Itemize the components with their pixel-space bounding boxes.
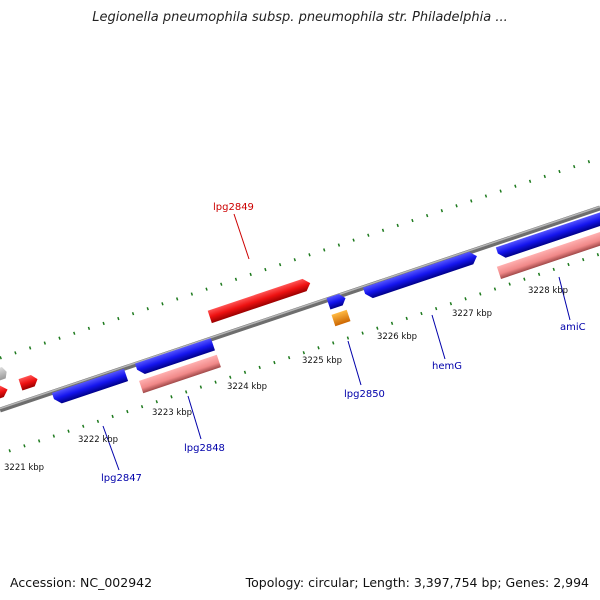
scale-label-3228: 3228 kbp	[528, 286, 568, 296]
gene-label-lpg2850[interactable]: lpg2850	[344, 389, 385, 400]
forward-tick-track	[0, 156, 600, 360]
callout-lpg2849	[233, 213, 250, 260]
gene-lpg2849-arrow[interactable]	[207, 277, 313, 324]
scale-label-3224: 3224 kbp	[227, 382, 267, 392]
callout-lpg2848	[187, 395, 202, 440]
gene-lpg2850-arrow[interactable]	[326, 292, 348, 310]
scale-label-3227: 3227 kbp	[452, 309, 492, 319]
gene-pseudo-lpg2848[interactable]	[139, 354, 221, 394]
callout-lpg2850	[347, 340, 362, 386]
gene-small-red[interactable]	[18, 373, 40, 391]
scale-label-3225: 3225 kbp	[302, 356, 342, 366]
gene-rna-orange[interactable]	[331, 309, 351, 327]
callout-amiC	[558, 276, 571, 321]
scale-label-3226: 3226 kbp	[377, 332, 417, 342]
scale-label-3222: 3222 kbp	[78, 435, 118, 445]
gene-partial-left-grey[interactable]	[0, 366, 9, 383]
accession-label: Accession: NC_002942	[10, 575, 153, 590]
gene-partial-left-1[interactable]	[0, 384, 9, 402]
gene-label-lpg2847[interactable]: lpg2847	[101, 473, 142, 484]
callout-lpg2847	[102, 425, 120, 471]
gene-lpg2847-arrow[interactable]	[51, 368, 129, 406]
gene-amiC-forward-arrow[interactable]	[495, 210, 600, 260]
genome-backbone-highlight	[0, 205, 600, 410]
gene-pseudo-amiC[interactable]	[496, 228, 600, 280]
callout-hemG	[431, 314, 446, 360]
genome-backbone	[0, 205, 600, 413]
gene-hemG-arrow[interactable]	[363, 250, 479, 300]
gene-label-hemG[interactable]: hemG	[432, 361, 462, 372]
gene-lpg2848-arrow[interactable]	[135, 338, 215, 376]
gene-label-amiC[interactable]: amiC	[560, 322, 586, 333]
scale-label-3221: 3221 kbp	[4, 463, 44, 473]
genome-summary: Topology: circular; Length: 3,397,754 bp…	[245, 575, 589, 590]
gene-label-lpg2849[interactable]: lpg2849	[213, 202, 254, 213]
gene-label-lpg2848[interactable]: lpg2848	[184, 443, 225, 454]
scale-label-3223: 3223 kbp	[152, 408, 192, 418]
map-title: Legionella pneumophila subsp. pneumophil…	[92, 10, 508, 25]
